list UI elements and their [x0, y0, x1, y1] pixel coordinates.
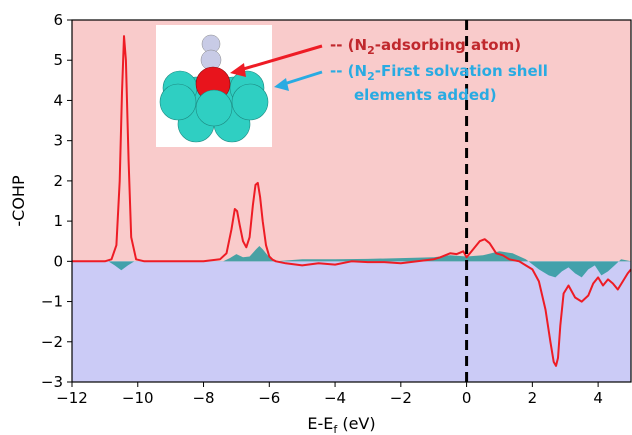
legend-item-solvation-shell-line2: elements added)	[354, 86, 497, 104]
y-tick-label: 6	[53, 11, 63, 29]
structure-inset	[156, 25, 272, 147]
n2-molecule-icon	[200, 34, 222, 71]
metal-cluster-icon	[159, 66, 269, 143]
y-tick-label: 4	[53, 91, 63, 109]
blue-arrow	[283, 70, 323, 86]
y-tick-label: 1	[53, 212, 63, 230]
x-tick-label: −12	[56, 389, 88, 407]
series-layer	[72, 35, 632, 367]
y-tick-label: −1	[41, 293, 63, 311]
series-line-0	[72, 35, 632, 367]
x-tick-label: 0	[462, 389, 472, 407]
x-tick-label: −8	[192, 389, 214, 407]
legend-item-solvation-shell: -- (N2-First solvation shell	[330, 62, 548, 83]
x-tick-label: −2	[390, 389, 412, 407]
red-arrowhead	[230, 63, 246, 77]
y-tick-label: 0	[53, 252, 63, 270]
y-tick-label: 3	[53, 132, 63, 150]
legend: -- (N2-adsorbing atom) -- (N2-First solva…	[330, 36, 548, 104]
x-tick-label: −6	[258, 389, 280, 407]
y-tick-label: 2	[53, 172, 63, 190]
x-axis-title: E-Ef (eV)	[307, 414, 375, 435]
y-axis-title: -COHP	[9, 175, 28, 227]
y-tick-label: 5	[53, 51, 63, 69]
y-tick-label: −2	[41, 333, 63, 351]
plot-frame	[71, 19, 632, 383]
x-tick-label: −4	[324, 389, 346, 407]
x-tick-label: 2	[528, 389, 538, 407]
blue-arrowhead	[274, 78, 289, 91]
x-tick-label: −10	[122, 389, 154, 407]
red-arrow	[239, 44, 323, 72]
background-region-0	[72, 20, 631, 262]
x-tick-label: 4	[593, 389, 603, 407]
legend-item-adsorbing-atom: -- (N2-adsorbing atom)	[330, 36, 521, 57]
series-filled-0	[72, 246, 631, 278]
y-tick-label: −3	[41, 373, 63, 391]
legend-arrows	[230, 44, 323, 91]
